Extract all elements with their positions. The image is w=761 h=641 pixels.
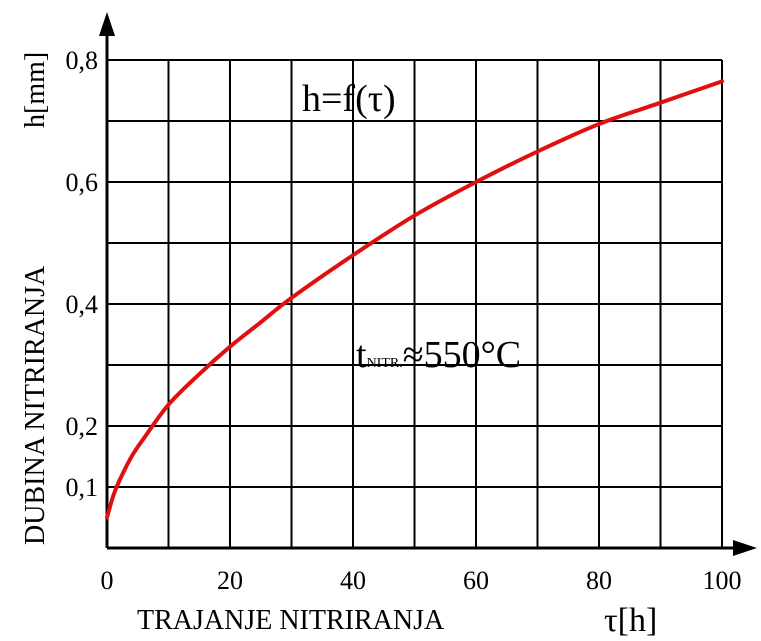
series-line bbox=[105, 79, 724, 520]
temperature-annotation-value: ≈550°C bbox=[403, 334, 521, 376]
x-axis-label: TRAJANJE NITRIRANJA bbox=[137, 605, 445, 636]
y-axis-arrow-icon bbox=[99, 12, 115, 36]
tick-labels: 0 20 40 60 80 100 0,1 0,2 0,4 0,6 0,8 bbox=[66, 46, 742, 595]
x-tick-label: 100 bbox=[703, 566, 742, 595]
y-tick-label: 0,4 bbox=[66, 290, 99, 319]
temperature-annotation: tNITR.≈550°C bbox=[356, 334, 521, 376]
x-tick-label: 40 bbox=[340, 566, 366, 595]
x-axis-arrow-icon bbox=[733, 540, 757, 556]
x-axis-unit: τ[h] bbox=[604, 602, 657, 639]
y-tick-label: 0,2 bbox=[66, 412, 99, 441]
x-tick-label: 0 bbox=[101, 566, 114, 595]
x-tick-label: 80 bbox=[586, 566, 612, 595]
chart-title: h=f(τ) bbox=[302, 78, 396, 120]
y-tick-label: 0,8 bbox=[66, 46, 99, 75]
x-tick-label: 20 bbox=[217, 566, 243, 595]
temperature-annotation-t: t bbox=[356, 334, 367, 376]
y-axis-unit: h[mm] bbox=[20, 52, 51, 128]
y-tick-label: 0,6 bbox=[66, 168, 99, 197]
axes bbox=[99, 12, 757, 556]
x-tick-label: 60 bbox=[463, 566, 489, 595]
grid bbox=[107, 59, 723, 548]
y-axis-label: DUBINA NITRIRANJA bbox=[20, 265, 51, 545]
temperature-annotation-subscript: NITR. bbox=[367, 356, 403, 371]
y-tick-label: 0,1 bbox=[66, 473, 99, 502]
